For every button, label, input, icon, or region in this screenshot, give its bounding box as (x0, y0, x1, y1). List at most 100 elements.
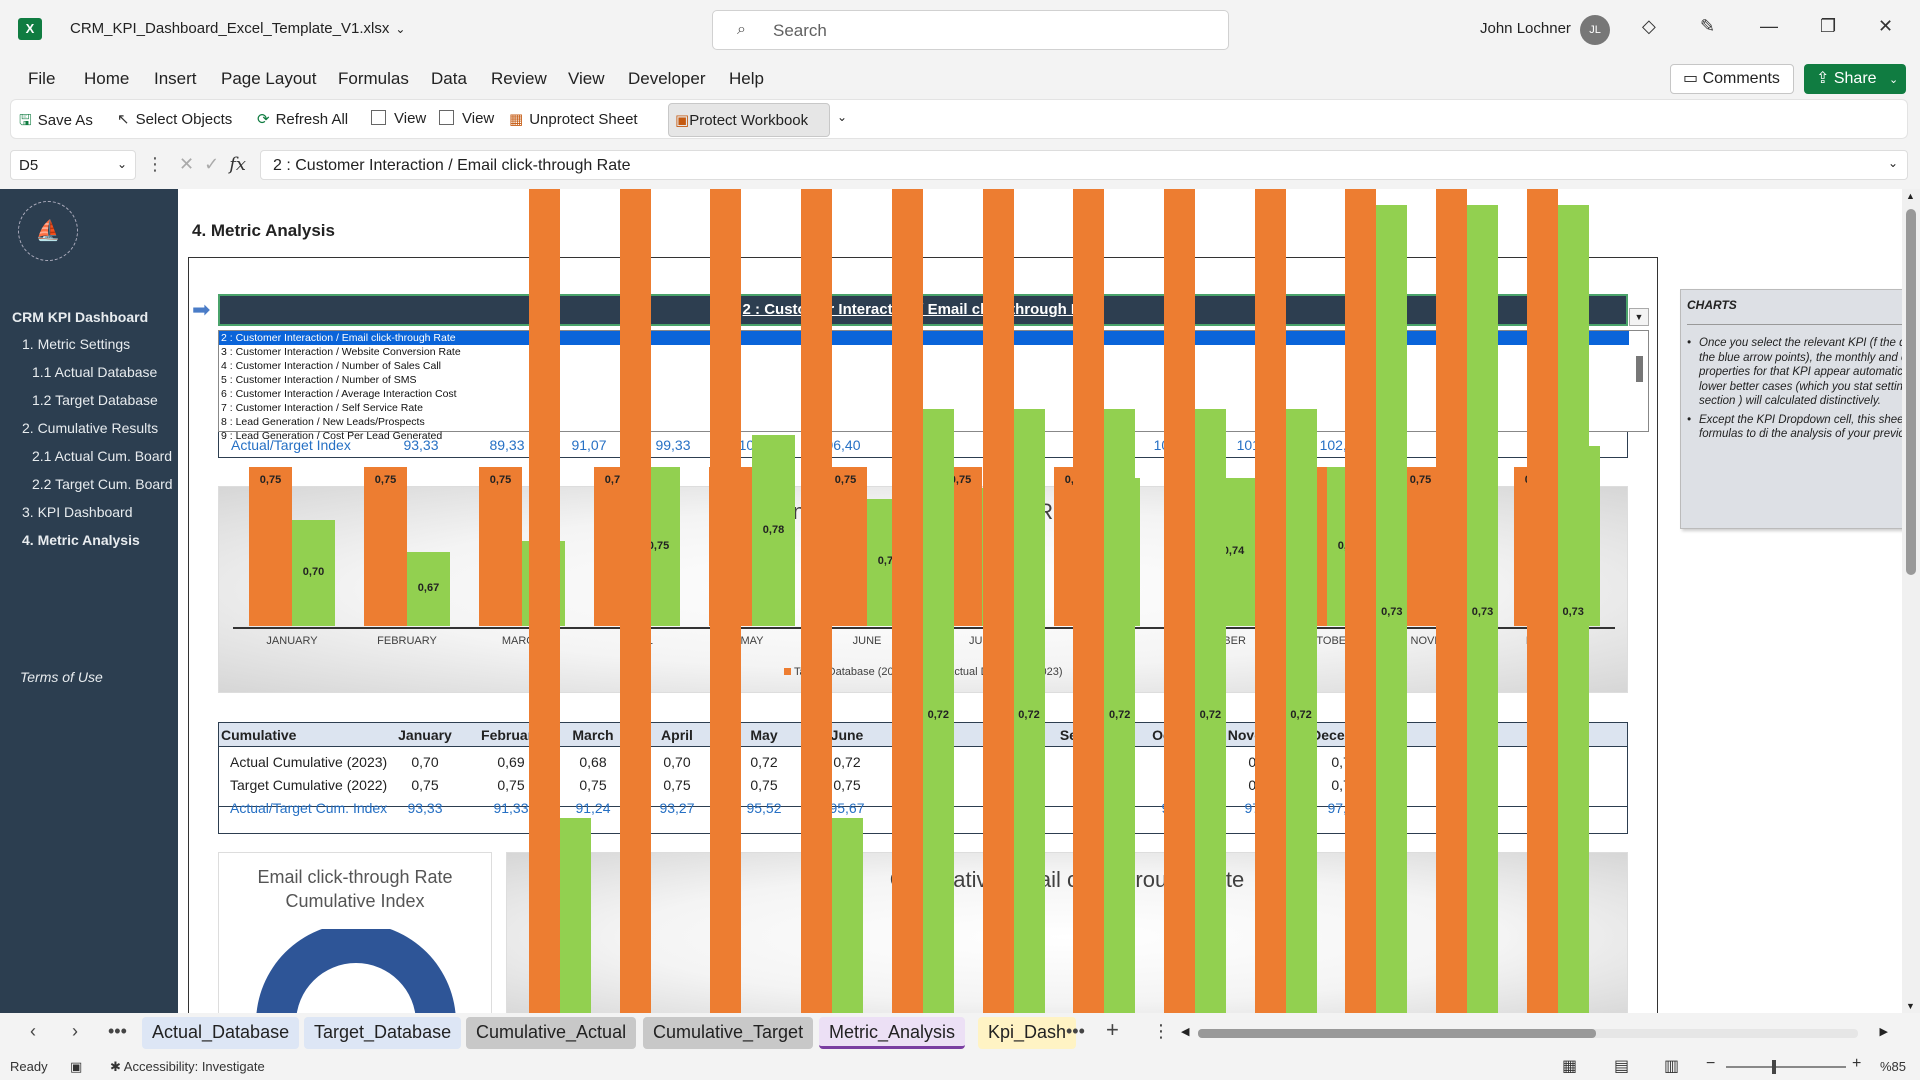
dropdown-scrollbar[interactable] (1635, 334, 1645, 429)
sidebar-item-actual-database[interactable]: 1.1 Actual Database (32, 364, 158, 380)
cell-value: 0,75 (497, 777, 525, 793)
menu-data[interactable]: Data (431, 69, 467, 88)
page-break-view-icon[interactable]: ▥ (1664, 1058, 1680, 1075)
menu-help[interactable]: Help (729, 69, 764, 88)
view-checkbox-2[interactable]: View (439, 110, 494, 127)
tab-next-icon[interactable]: › (72, 1021, 78, 1041)
tab-metric-analysis[interactable]: Metric_Analysis (819, 1017, 966, 1049)
data-label: 0,73 (1381, 606, 1403, 619)
restore-icon[interactable]: ❐ (1820, 16, 1837, 36)
unprotect-sheet-button[interactable]: ▦ Unprotect Sheet (509, 110, 638, 128)
sidebar-item-target-database[interactable]: 1.2 Target Database (32, 392, 158, 408)
menu-review[interactable]: Review (491, 69, 547, 88)
chart-bar (1376, 204, 1408, 1013)
tab-cumulative-actual[interactable]: Cumulative_Actual (466, 1017, 637, 1049)
dropdown-option[interactable]: 5 : Customer Interaction / Number of SMS (221, 374, 417, 386)
search-box[interactable]: ⌕ Search (712, 10, 1229, 50)
dropdown-option[interactable]: 9 : Lead Generation / Cost Per Lead Gene… (221, 430, 443, 442)
scroll-up-icon[interactable]: ▲ (1906, 191, 1915, 201)
close-icon[interactable]: ✕ (1878, 16, 1894, 36)
page-layout-view-icon[interactable]: ▤ (1614, 1058, 1630, 1075)
formula-input[interactable]: 2 : Customer Interaction / Email click-t… (260, 150, 1908, 180)
tab-options-icon[interactable]: ⋮ (1152, 1021, 1170, 1041)
status-ready: Ready (10, 1059, 48, 1074)
chart-bar (891, 189, 923, 1013)
menu-view[interactable]: View (568, 69, 605, 88)
scroll-right-icon[interactable]: ▶ (1879, 1026, 1888, 1038)
macro-icon[interactable]: ▣ (70, 1059, 83, 1074)
scroll-down-icon[interactable]: ▼ (1906, 1001, 1915, 1011)
pen-icon[interactable]: ✎ (1700, 16, 1716, 36)
refresh-all-button[interactable]: ⟳ Refresh All (257, 110, 348, 128)
document-title[interactable]: CRM_KPI_Dashboard_Excel_Template_V1.xlsx… (70, 20, 405, 37)
zoom-slider-thumb[interactable] (1772, 1060, 1776, 1074)
dropdown-option[interactable]: 3 : Customer Interaction / Website Conve… (221, 346, 461, 358)
zoom-out-icon[interactable]: − (1706, 1055, 1716, 1072)
ribbon-more-icon[interactable]: ⌄ (837, 110, 848, 124)
confirm-icon[interactable]: ✓ (204, 154, 220, 174)
sidebar-item-target-cum-board[interactable]: 2.2 Target Cum. Board (32, 476, 173, 492)
dropdown-option[interactable]: 2 : Customer Interaction / Email click-t… (219, 331, 1629, 345)
cumulative-chart[interactable]: Cumulative Email click-through Rate 0,75… (506, 189, 1628, 1013)
normal-view-icon[interactable]: ▦ (1562, 1058, 1578, 1075)
accessibility-status[interactable]: ✱ Accessibility: Investigate (110, 1059, 265, 1075)
tab-cumulative-target[interactable]: Cumulative_Target (643, 1017, 814, 1049)
diamond-icon[interactable]: ◇ (1642, 16, 1656, 36)
save-as-button[interactable]: 🖫 Save As (19, 110, 93, 135)
scroll-left-icon[interactable]: ◀ (1181, 1026, 1190, 1038)
expand-formula-icon[interactable]: ⌄ (1887, 156, 1898, 170)
scrollbar-thumb[interactable] (1636, 356, 1643, 382)
chart-bar (1104, 409, 1136, 1013)
horizontal-scrollbar[interactable]: ◀ ▶ (1178, 1022, 1890, 1044)
sidebar-item-kpi-dashboard[interactable]: 3. KPI Dashboard (22, 504, 133, 520)
cumulative-index-donut[interactable]: Email click-through Rate Cumulative Index (218, 852, 492, 1013)
fx-icon[interactable]: fx (229, 154, 247, 175)
sidebar-item-metric-settings[interactable]: 1. Metric Settings (22, 336, 131, 352)
menu-developer[interactable]: Developer (628, 69, 706, 88)
menu-page-layout[interactable]: Page Layout (221, 69, 317, 88)
tab-kpi-dash[interactable]: Kpi_Dash (978, 1017, 1077, 1049)
menu-formulas[interactable]: Formulas (338, 69, 409, 88)
terms-of-use-link[interactable]: Terms of Use (20, 669, 103, 685)
chart-bar (1345, 189, 1377, 1013)
cancel-icon[interactable]: ✕ (179, 154, 195, 174)
tab-actual-database[interactable]: Actual_Database (142, 1017, 300, 1049)
name-box[interactable]: D5 ⌄ (10, 150, 136, 180)
file-name: CRM_KPI_Dashboard_Excel_Template_V1.xlsx (70, 20, 390, 37)
avatar[interactable]: JL (1580, 15, 1610, 45)
more-icon[interactable]: ⋮ (146, 154, 164, 174)
tab-overflow-icon[interactable]: ••• (1066, 1021, 1085, 1041)
tab-prev-icon[interactable]: ‹ (30, 1021, 36, 1041)
share-button[interactable]: ⇪ Share ⌄ (1804, 64, 1906, 94)
add-sheet-icon[interactable]: + (1106, 1017, 1119, 1042)
dropdown-button[interactable]: ▼ (1629, 308, 1649, 326)
chart-bar (1526, 189, 1558, 1013)
title-bar: X CRM_KPI_Dashboard_Excel_Template_V1.xl… (0, 0, 1920, 58)
sidebar-item-cumulative-results[interactable]: 2. Cumulative Results (22, 420, 159, 436)
minimize-icon[interactable]: — (1760, 16, 1778, 36)
menu-file[interactable]: File (28, 69, 56, 88)
protect-workbook-button[interactable]: ▣Protect Workbook (668, 103, 830, 137)
dropdown-option[interactable]: 4 : Customer Interaction / Number of Sal… (221, 360, 442, 372)
scrollbar-thumb[interactable] (1906, 209, 1916, 575)
menu-insert[interactable]: Insert (154, 69, 197, 88)
select-objects-button[interactable]: ↖ Select Objects (117, 110, 232, 128)
dropdown-option[interactable]: 6 : Customer Interaction / Average Inter… (221, 388, 457, 400)
tab-more-icon[interactable]: ••• (108, 1021, 127, 1041)
tab-target-database[interactable]: Target_Database (304, 1017, 462, 1049)
view-checkbox-1[interactable]: View (371, 110, 426, 127)
sidebar-item-actual-cum-board[interactable]: 2.1 Actual Cum. Board (32, 448, 173, 464)
dropdown-option[interactable]: 8 : Lead Generation / New Leads/Prospect… (221, 416, 425, 428)
kpi-dropdown-cell[interactable]: 2 : Customer Interaction / Email click-t… (218, 294, 1628, 326)
sidebar-item-metric-analysis[interactable]: 4. Metric Analysis (22, 532, 140, 548)
menu-home[interactable]: Home (84, 69, 130, 88)
comments-button[interactable]: ▭ Comments (1670, 64, 1794, 94)
zoom-in-icon[interactable]: + (1852, 1055, 1862, 1072)
vertical-scrollbar[interactable]: ▲ ▼ (1902, 189, 1920, 1013)
zoom-level[interactable]: %85 (1880, 1059, 1907, 1074)
scrollbar-thumb[interactable] (1198, 1029, 1596, 1038)
cell-value: 0,72 (750, 754, 778, 770)
zoom-slider[interactable] (1726, 1066, 1846, 1068)
sidebar-title[interactable]: CRM KPI Dashboard (12, 309, 149, 325)
dropdown-option[interactable]: 7 : Customer Interaction / Self Service … (221, 402, 423, 414)
